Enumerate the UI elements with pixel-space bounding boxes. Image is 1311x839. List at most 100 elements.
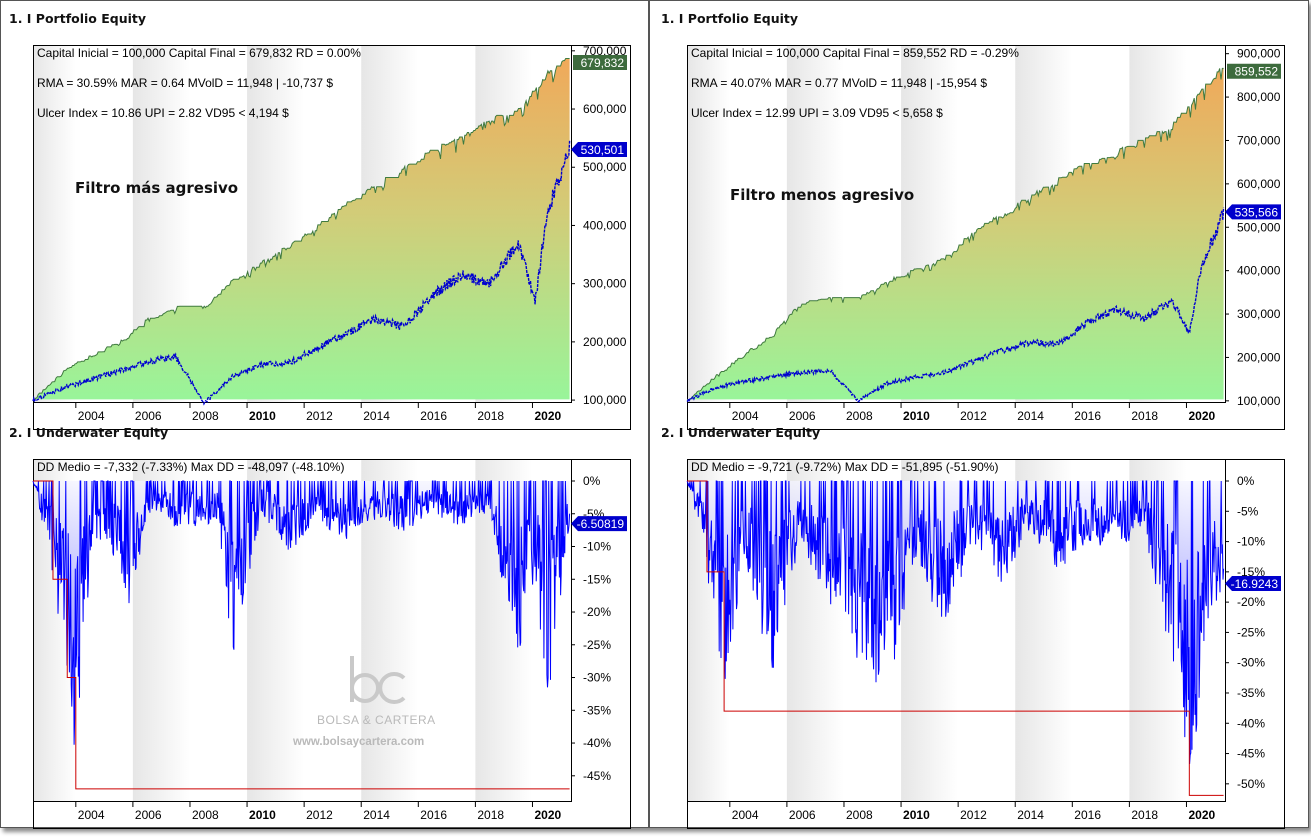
x-tick-label: 2008 <box>846 409 873 423</box>
equity-line <box>686 67 1224 402</box>
last-drawdown-label-bg <box>571 516 627 532</box>
last-value-label-bg <box>573 55 627 71</box>
y-tick-label: 600,000 <box>583 102 627 116</box>
equity-chart-left[interactable]: 2004 2006 2008 2010 2012 2014 2016 2018 2020 100,… <box>32 44 631 430</box>
x-tick-label: 2008 <box>192 409 219 423</box>
benchmark-value-label: 535,566 <box>1235 205 1279 219</box>
panel-divider <box>648 0 650 828</box>
y-tick-label: 700,000 <box>1237 133 1281 147</box>
y-tick-label: 0% <box>1237 474 1255 488</box>
x-tick-label: 2012 <box>960 409 987 423</box>
time-band <box>687 45 730 403</box>
y-tick-label: -15% <box>1237 565 1265 579</box>
x-tick-label: 2010 <box>903 808 930 822</box>
y-tick-label: 500,000 <box>1237 220 1281 234</box>
benchmark-value-label: 530,501 <box>581 143 625 157</box>
x-tick-label: 2010 <box>903 409 930 423</box>
equity-caption: Filtro menos agresivo <box>730 186 915 204</box>
underwater-panel-title: 2. I Underwater Equity <box>661 425 821 440</box>
x-tick-label: 2010 <box>249 808 276 822</box>
last-drawdown-label: -6.50819 <box>577 517 625 531</box>
equity-chart-right[interactable]: 2004 2006 2008 2010 2012 2014 2016 2018 2020 100,… <box>686 45 1285 430</box>
x-tick-label: 2004 <box>78 409 105 423</box>
equity-panel-title: 1. I Portfolio Equity <box>9 11 147 26</box>
x-tick-label: 2014 <box>363 409 390 423</box>
x-tick-label: 2018 <box>1131 409 1158 423</box>
equity-info-line-3: Ulcer Index = 12.99 UPI = 3.09 VD95 < 5,… <box>691 106 943 120</box>
y-tick-label: -40% <box>1237 716 1265 730</box>
watermark-url: www.bolsaycartera.com <box>293 736 425 748</box>
y-tick-label: -45% <box>583 769 611 783</box>
y-tick-label: 300,000 <box>1237 307 1281 321</box>
y-tick-label: 100,000 <box>1237 394 1281 408</box>
bc-logo-icon <box>350 656 406 704</box>
drawdown-area <box>33 481 570 745</box>
y-tick-label: 900,000 <box>1237 47 1281 61</box>
x-tick-label: 2006 <box>789 808 816 822</box>
y-tick-label: 200,000 <box>1237 350 1281 364</box>
equity-info-line-2: RMA = 30.59% MAR = 0.64 MVolD = 11,948 |… <box>37 76 334 90</box>
y-tick-label: 200,000 <box>583 335 627 349</box>
underwater-chart-right[interactable]: 2004 2006 2008 2010 2012 2014 2016 2018 2020 0% -5… <box>686 459 1285 829</box>
underwater-chart-left[interactable]: 2004 2006 2008 2010 2012 2014 2016 2018 2020 0% -5… <box>32 459 631 829</box>
equity-area <box>687 68 1224 402</box>
benchmark-line <box>32 140 571 406</box>
x-tick-label: 2006 <box>135 409 162 423</box>
x-tick-label: 2020 <box>534 409 561 423</box>
equity-info-line-1: Capital Inicial = 100,000 Capital Final … <box>691 46 1019 60</box>
x-tick-label: 2018 <box>477 409 504 423</box>
x-tick-label: 2004 <box>732 409 759 423</box>
x-tick-label: 2004 <box>732 808 759 822</box>
max-drawdown-line <box>33 480 570 790</box>
equity-info-line-1: Capital Inicial = 100,000 Capital Final … <box>37 46 361 60</box>
x-tick-label: 2020 <box>1188 409 1215 423</box>
equity-info-line-2: RMA = 40.07% MAR = 0.77 MVolD = 11,948 |… <box>691 76 988 90</box>
chart-border <box>33 45 631 430</box>
y-tick-label: -25% <box>1237 625 1265 639</box>
x-tick-label: 2012 <box>306 808 333 822</box>
x-tick-label: 2008 <box>846 808 873 822</box>
y-tick-label: -50% <box>1237 777 1265 791</box>
equity-info-line-3: Ulcer Index = 10.86 UPI = 2.82 VD95 < 4,… <box>37 106 289 120</box>
y-tick-label: 100,000 <box>583 393 627 407</box>
x-tick-label: 2004 <box>78 808 105 822</box>
y-tick-label: -10% <box>583 540 611 554</box>
last-drawdown-label-bg <box>1225 576 1281 592</box>
x-tick-label: 2020 <box>1188 808 1215 822</box>
x-tick-label: 2016 <box>1074 409 1101 423</box>
y-tick-label: 400,000 <box>583 218 627 232</box>
watermark-name: BOLSA & CARTERA <box>317 713 436 727</box>
x-tick-label: 2016 <box>420 808 447 822</box>
max-drawdown-line <box>687 480 1224 796</box>
last-value-label: 859,552 <box>1235 65 1279 79</box>
y-tick-label: 500,000 <box>583 160 627 174</box>
time-band <box>33 45 76 403</box>
y-tick-label: 600,000 <box>1237 177 1281 191</box>
y-tick-label: -25% <box>583 638 611 652</box>
benchmark-line <box>686 207 1225 403</box>
y-tick-label: 400,000 <box>1237 264 1281 278</box>
y-tick-label: 300,000 <box>583 277 627 291</box>
y-tick-label: 800,000 <box>1237 90 1281 104</box>
x-tick-label: 2012 <box>306 409 333 423</box>
benchmark-value-label-bg <box>1225 204 1281 220</box>
x-tick-label: 2008 <box>192 808 219 822</box>
y-tick-label: -15% <box>583 572 611 586</box>
benchmark-value-label-bg <box>571 141 627 157</box>
x-tick-label: 2020 <box>534 808 561 822</box>
last-value-label-bg <box>1227 63 1281 79</box>
x-tick-label: 2012 <box>960 808 987 822</box>
y-tick-label: 700,000 <box>583 44 627 58</box>
y-tick-label: 0% <box>583 474 601 488</box>
x-tick-label: 2006 <box>135 808 162 822</box>
equity-line <box>32 58 570 402</box>
x-tick-label: 2018 <box>1131 808 1158 822</box>
y-tick-label: -40% <box>583 736 611 750</box>
y-tick-label: -30% <box>1237 656 1265 670</box>
drawdown-line <box>32 480 571 745</box>
chart-border <box>687 45 1285 430</box>
x-tick-label: 2016 <box>420 409 447 423</box>
y-tick-label: -20% <box>583 605 611 619</box>
y-tick-label: -35% <box>583 703 611 717</box>
